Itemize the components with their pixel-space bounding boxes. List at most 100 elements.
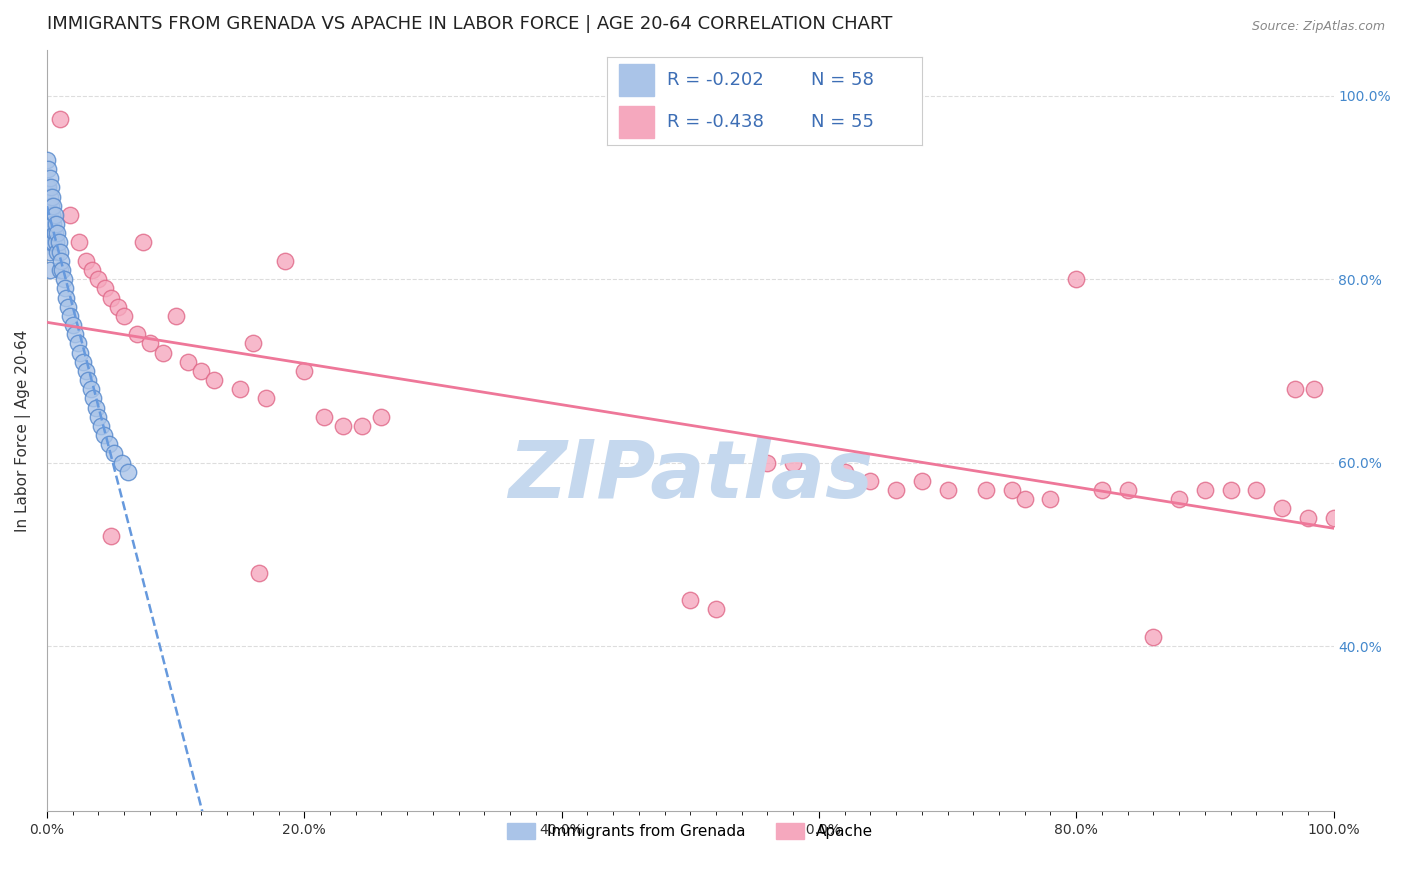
Point (1014, 492, 1036, 507)
Point (65, 327, 87, 342)
Y-axis label: In Labor Force | Age 20-64: In Labor Force | Age 20-64 (15, 329, 31, 532)
Point (177, 355, 200, 369)
Point (37, 162, 59, 177)
Point (45, 217, 67, 231)
Point (37, 180, 59, 194)
Point (1322, 510, 1344, 524)
Point (93, 428, 115, 442)
Point (75, 364, 97, 378)
Point (97, 437, 120, 451)
Point (35, 217, 58, 231)
Point (274, 253, 297, 268)
Point (80, 382, 103, 396)
Point (38, 263, 60, 277)
Point (35, 199, 58, 213)
Point (165, 309, 187, 323)
Point (1064, 272, 1087, 286)
Point (1142, 630, 1164, 644)
Point (35, 180, 58, 194)
Text: ZIPatlas: ZIPatlas (508, 437, 873, 516)
Point (67, 235, 90, 250)
Point (125, 327, 148, 342)
Point (38, 244, 60, 259)
Point (72, 355, 94, 369)
Point (41, 189, 63, 203)
Point (100, 529, 122, 543)
Point (49, 263, 72, 277)
Point (332, 418, 354, 433)
Point (84, 401, 107, 415)
Point (936, 483, 959, 497)
Point (48, 235, 70, 250)
Point (117, 465, 139, 479)
Point (44, 208, 66, 222)
Text: Source: ZipAtlas.com: Source: ZipAtlas.com (1251, 20, 1385, 33)
Point (679, 593, 702, 607)
Point (94, 281, 117, 295)
Point (56, 300, 79, 314)
Point (46, 227, 69, 241)
Point (254, 392, 277, 406)
Point (37, 217, 59, 231)
Point (87, 409, 110, 424)
Point (704, 602, 727, 616)
Point (44, 227, 66, 241)
Point (41, 227, 63, 241)
Point (132, 235, 155, 250)
Point (42, 217, 65, 231)
Point (974, 483, 997, 497)
Point (110, 456, 132, 470)
Point (62, 318, 84, 332)
Point (39, 180, 62, 194)
Point (37, 199, 59, 213)
Point (884, 483, 907, 497)
Point (42, 199, 65, 213)
Point (41, 208, 63, 222)
Point (39, 235, 62, 250)
Point (292, 364, 315, 378)
Point (49, 244, 72, 259)
Point (911, 474, 934, 488)
Point (370, 409, 392, 424)
Point (1303, 382, 1326, 396)
Point (190, 364, 212, 378)
Point (42, 235, 65, 250)
Point (352, 418, 374, 433)
Legend: Immigrants from Grenada, Apache: Immigrants from Grenada, Apache (502, 817, 879, 846)
Point (834, 465, 856, 479)
Point (82, 392, 104, 406)
Point (38, 227, 60, 241)
Point (77, 373, 100, 387)
Point (37, 235, 59, 250)
Point (1039, 492, 1062, 507)
Point (139, 336, 162, 351)
Point (1246, 483, 1268, 497)
Point (1271, 501, 1294, 516)
Point (1091, 483, 1114, 497)
Point (80, 263, 103, 277)
Point (100, 291, 122, 305)
Point (112, 309, 135, 323)
Point (107, 300, 129, 314)
Point (39, 199, 62, 213)
Text: IMMIGRANTS FROM GRENADA VS APACHE IN LABOR FORCE | AGE 20-64 CORRELATION CHART: IMMIGRANTS FROM GRENADA VS APACHE IN LAB… (46, 15, 893, 33)
Point (69, 345, 91, 359)
Point (38, 189, 60, 203)
Point (202, 373, 225, 387)
Point (1296, 510, 1319, 524)
Point (242, 336, 264, 351)
Point (247, 566, 270, 580)
Point (49, 253, 72, 268)
Point (90, 418, 112, 433)
Point (1001, 483, 1024, 497)
Point (782, 456, 804, 470)
Point (312, 409, 335, 424)
Point (859, 474, 882, 488)
Point (52, 272, 75, 286)
Point (49, 112, 72, 126)
Point (66, 336, 89, 351)
Point (51, 263, 73, 277)
Point (1219, 483, 1241, 497)
Point (152, 345, 174, 359)
Point (229, 382, 252, 396)
